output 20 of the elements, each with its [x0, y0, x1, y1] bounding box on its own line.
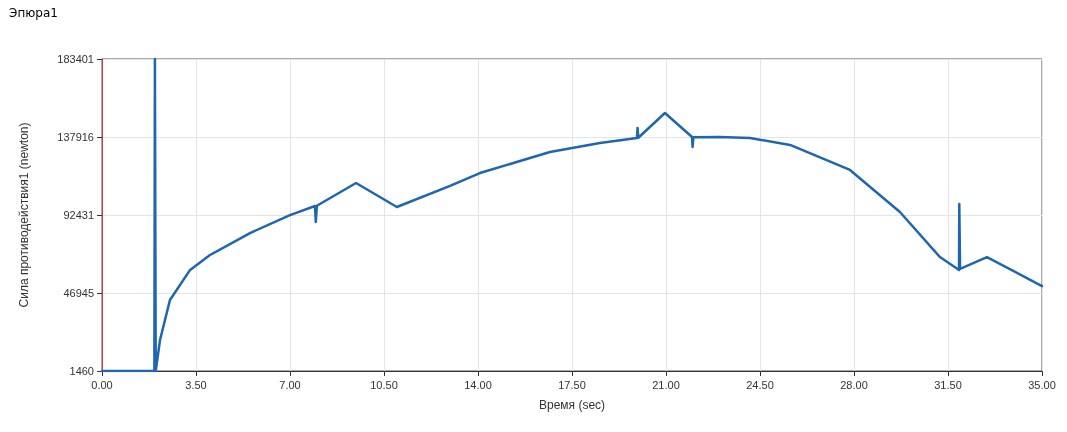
x-tick-label: 14.00 — [464, 378, 492, 391]
x-tick-label: 0.00 — [91, 378, 113, 391]
x-tick-label: 7.00 — [279, 378, 301, 391]
x-axis-title: Время (sec) — [538, 398, 606, 412]
y-tick-label: 137916 — [57, 131, 94, 143]
x-tick-label: 24.50 — [746, 378, 774, 391]
y-tick-label: 1460 — [69, 365, 94, 377]
x-tick-label: 21.00 — [652, 378, 680, 391]
x-tick-label: 31.50 — [934, 378, 962, 391]
chart-title: Эпюра1 — [9, 6, 58, 20]
y-tick-label: 183401 — [57, 53, 94, 65]
x-tick-label: 35.00 — [1028, 378, 1056, 391]
line-series — [100, 57, 1044, 373]
x-tick-label: 10.50 — [370, 378, 398, 391]
x-tick-label: 3.50 — [185, 378, 207, 391]
y-tick-label: 46945 — [63, 287, 94, 299]
y-tick-label: 92431 — [63, 209, 94, 221]
y-axis-title: Сила противодействия1 (newton) — [17, 122, 31, 308]
x-tick-label: 17.50 — [558, 378, 586, 391]
x-tick-label: 28.00 — [840, 378, 868, 391]
